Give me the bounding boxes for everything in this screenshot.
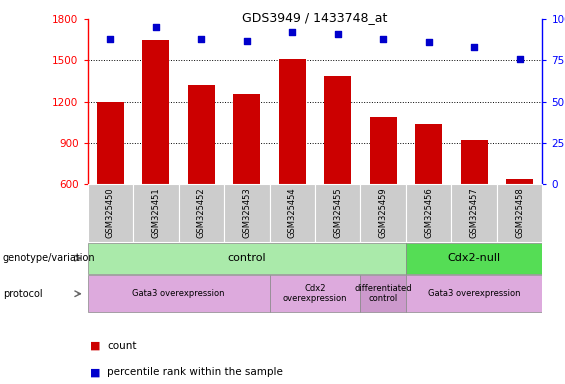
Bar [142,40,170,184]
Text: Cdx2
overexpression: Cdx2 overexpression [282,284,347,303]
Bar [451,184,497,242]
Bar [97,102,124,184]
Text: protocol: protocol [3,289,42,299]
Bar [233,94,260,184]
Text: control: control [228,253,266,263]
Bar [88,184,133,242]
Bar [460,140,488,184]
Text: ■: ■ [90,367,101,377]
Bar [270,275,360,312]
Bar [270,184,315,242]
Text: differentiated
control: differentiated control [354,284,412,303]
Text: GSM325457: GSM325457 [470,187,479,238]
Text: GSM325455: GSM325455 [333,187,342,238]
Point [379,36,388,42]
Point [106,36,115,42]
Text: GSM325458: GSM325458 [515,187,524,238]
Bar [406,184,451,242]
Point [151,25,160,31]
Bar [360,184,406,242]
Bar [88,243,406,274]
Bar [179,184,224,242]
Point [470,44,479,50]
Bar [88,275,270,312]
Bar [324,76,351,184]
Point [288,29,297,35]
Text: percentile rank within the sample: percentile rank within the sample [107,367,283,377]
Bar [406,243,542,274]
Bar [315,184,360,242]
Bar [370,117,397,184]
Text: ■: ■ [90,341,101,351]
Point [515,56,524,62]
Bar [188,85,215,184]
Bar [415,124,442,184]
Bar [133,184,179,242]
Text: GDS3949 / 1433748_at: GDS3949 / 1433748_at [242,12,388,25]
Bar [497,184,542,242]
Text: GSM325456: GSM325456 [424,187,433,238]
Text: Gata3 overexpression: Gata3 overexpression [132,289,225,298]
Bar [279,59,306,184]
Text: GSM325450: GSM325450 [106,187,115,238]
Text: GSM325459: GSM325459 [379,187,388,238]
Bar [224,184,270,242]
Text: genotype/variation: genotype/variation [3,253,95,263]
Text: GSM325452: GSM325452 [197,187,206,238]
Bar [406,275,542,312]
Bar [360,275,406,312]
Point [242,38,251,44]
Text: Gata3 overexpression: Gata3 overexpression [428,289,520,298]
Bar [506,179,533,184]
Text: GSM325454: GSM325454 [288,187,297,238]
Point [197,36,206,42]
Text: count: count [107,341,137,351]
Text: GSM325451: GSM325451 [151,187,160,238]
Text: GSM325453: GSM325453 [242,187,251,238]
Text: Cdx2-null: Cdx2-null [447,253,501,263]
Point [424,39,433,45]
Point [333,31,342,37]
